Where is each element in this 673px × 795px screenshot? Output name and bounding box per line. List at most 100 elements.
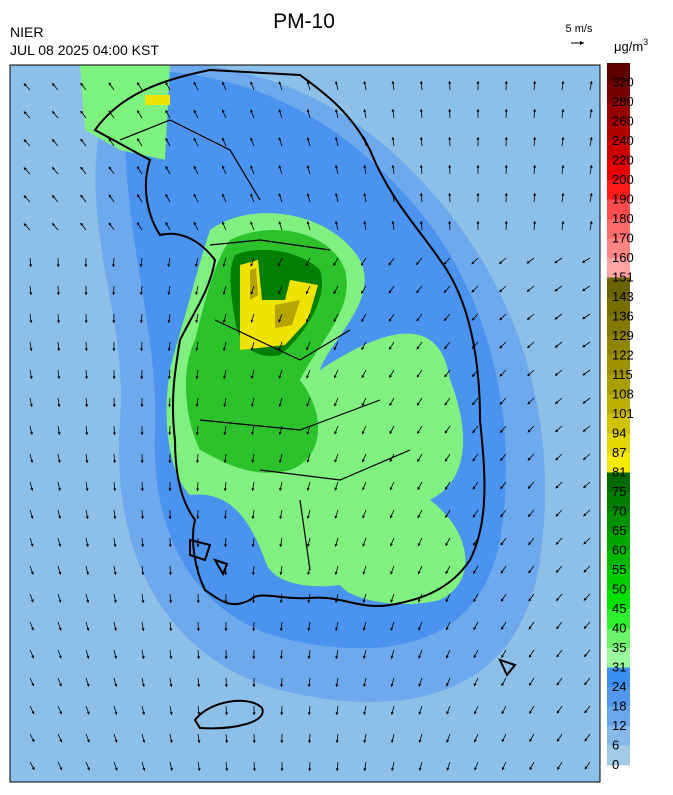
wind-head (501, 682, 505, 686)
wind-head (444, 402, 448, 406)
wind-head (139, 264, 143, 267)
wind-head (29, 264, 33, 267)
provinces (119, 119, 411, 571)
wind-head (58, 655, 62, 659)
wind-head (29, 403, 33, 407)
legend-label: 65 (612, 523, 626, 538)
legend-swatch (607, 453, 630, 473)
wind-head (196, 544, 200, 547)
wind-head (223, 460, 227, 463)
wind-head (528, 626, 532, 630)
wind-head (31, 738, 35, 742)
wind-head (224, 544, 228, 547)
wind-head (444, 374, 448, 378)
wind-head (363, 137, 367, 140)
wind-head (527, 429, 531, 433)
legend-swatch (607, 648, 630, 668)
legend-swatch (607, 238, 630, 259)
wind-head (140, 488, 144, 491)
wind-head (554, 316, 558, 320)
wind-head (584, 710, 588, 714)
wind-head (500, 486, 504, 490)
wind-head (334, 193, 338, 197)
wind-head (561, 81, 565, 84)
wind-head (224, 572, 228, 575)
wind-head (221, 165, 225, 169)
wind-head (554, 344, 558, 348)
wind-head (251, 516, 255, 519)
wind-head (554, 288, 558, 292)
wind-head (388, 318, 392, 322)
wind-head (473, 570, 476, 574)
wind-head (30, 599, 34, 603)
wind-head (167, 292, 171, 295)
wind-field (23, 80, 593, 772)
wind-head (193, 81, 197, 85)
legend-swatch (607, 316, 630, 337)
wind-head (279, 544, 283, 547)
wind-head (195, 291, 199, 295)
pm-band-101 (250, 268, 300, 328)
wind-head (112, 348, 116, 351)
wind-head (57, 404, 61, 407)
wind-head (169, 712, 173, 715)
wind-head (307, 628, 311, 631)
wind-head (584, 653, 588, 657)
wind-head (23, 167, 27, 171)
wind-head (221, 221, 225, 225)
wind-head (307, 712, 311, 715)
wind-head (85, 516, 89, 519)
wind-head (584, 682, 588, 686)
wind-head (362, 487, 365, 491)
wind-head (362, 655, 366, 659)
wind-head (252, 628, 256, 631)
wind-head (472, 430, 476, 434)
wind-head (278, 81, 282, 85)
wind-head (221, 81, 225, 85)
wind-head (499, 289, 503, 293)
wind-head (526, 288, 530, 292)
wind-head (419, 221, 423, 224)
wind-head (388, 262, 392, 266)
wind-head (306, 375, 310, 379)
wind-head (278, 109, 282, 113)
wind-head (222, 319, 226, 323)
wind-head (363, 165, 367, 168)
wind-head (306, 109, 310, 113)
wind-head (443, 261, 447, 265)
wind-head (554, 260, 558, 264)
wind-head (361, 318, 365, 322)
wind-head (306, 403, 310, 407)
wind-head (223, 432, 227, 435)
legend-label: 87 (612, 445, 626, 460)
wind-head (533, 193, 537, 196)
wind-head (504, 81, 508, 84)
wind-head (86, 739, 90, 743)
wind-head (527, 457, 531, 461)
wind-head (363, 81, 367, 84)
wind-head (499, 401, 503, 405)
wind-head (250, 109, 254, 113)
wind-head (361, 346, 365, 350)
legend-label: 136 (612, 309, 634, 324)
wind-head (59, 739, 63, 743)
wind-head (52, 223, 56, 227)
wind-head (85, 460, 89, 463)
wind-head (471, 289, 475, 293)
wind-head (582, 316, 586, 319)
wind-head (583, 513, 587, 517)
wind-head (140, 432, 144, 435)
wind-head (445, 655, 449, 659)
wind-head (445, 627, 449, 631)
wind-head (533, 221, 537, 224)
wind-head (165, 194, 169, 198)
wind-head (504, 109, 508, 112)
wind-head (193, 193, 197, 197)
wind-head (555, 372, 559, 376)
wind-head (333, 262, 337, 266)
wind-head (589, 137, 593, 140)
wind-head (251, 460, 255, 463)
wind-head (334, 137, 338, 141)
legend-label: 190 (612, 192, 634, 207)
